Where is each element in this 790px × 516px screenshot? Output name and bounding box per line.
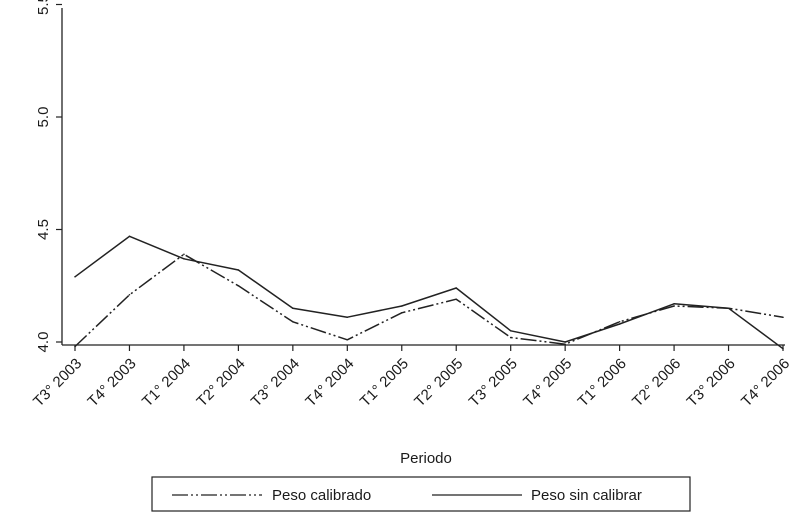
x-tick-label: T4° 2003 [84, 355, 139, 410]
data-point [128, 235, 131, 238]
data-point [346, 316, 349, 319]
x-tick-label: T3° 2003 [30, 355, 85, 410]
data-point [400, 311, 403, 314]
legend-box [151, 476, 691, 512]
data-point [727, 307, 730, 310]
x-tick-label: T4° 2006 [738, 355, 790, 410]
data-point [400, 305, 403, 307]
data-point [509, 329, 512, 332]
legend-label-peso-calibrado: Peso calibrado [272, 487, 371, 504]
x-tick-label: T4° 2004 [302, 355, 357, 410]
x-axis-title: Periodo [400, 450, 452, 467]
y-tick-label: 5.5 [35, 0, 52, 15]
data-point [183, 257, 185, 260]
data-point [673, 305, 675, 307]
data-point [74, 275, 76, 278]
data-point [74, 345, 76, 348]
y-tick-label: 4.5 [35, 219, 52, 240]
data-point [782, 347, 784, 350]
x-tick-label: T2° 2005 [411, 355, 466, 410]
y-tick-label: 5.0 [35, 107, 52, 128]
data-point [346, 338, 349, 341]
x-tick-label: T3° 2005 [466, 355, 521, 410]
x-axis: T3° 2003 T4° 2003 T1° 2004 T2° 2004 T3° 2004… [30, 344, 790, 410]
data-point [673, 302, 675, 305]
x-tick-label: T1° 2005 [357, 355, 412, 410]
x-ticks: T3° 2003 T4° 2003 T1° 2004 T2° 2004 T3° 2004… [30, 345, 790, 410]
x-tick-label: T3° 2006 [684, 355, 739, 410]
x-tick-label: T1° 2006 [575, 355, 630, 410]
x-tick-label: T2° 2004 [193, 355, 248, 410]
legend: Peso calibrado Peso sin calibrar [151, 476, 691, 512]
data-point [455, 298, 458, 301]
data-point [237, 284, 240, 287]
y-tick-label: 4.0 [35, 332, 52, 353]
series-line-peso-calibrado [74, 253, 784, 348]
data-point [292, 320, 294, 323]
x-tick-label: T3° 2004 [248, 355, 303, 410]
y-ticks: 4.04.55.05.56.06.5 [35, 0, 62, 352]
data-point [618, 320, 621, 323]
data-point [782, 316, 784, 319]
series-line-peso-sin-calibrar [74, 235, 784, 350]
legend-label-peso-sin-calibrar: Peso sin calibrar [531, 487, 642, 504]
data-point [455, 287, 458, 289]
data-point [183, 253, 185, 256]
x-tick-label: T1° 2004 [139, 355, 194, 410]
data-point [564, 341, 566, 343]
y-axis: 4.04.55.05.56.06.5 [35, 0, 63, 352]
data-point [292, 307, 294, 310]
data-point [618, 323, 621, 325]
data-point [509, 336, 512, 339]
x-tick-label: T2° 2006 [629, 355, 684, 410]
data-point [564, 343, 566, 346]
data-point [237, 269, 240, 271]
data-point [128, 293, 131, 296]
x-tick-label: T4° 2005 [520, 355, 575, 410]
series-layer [74, 235, 784, 350]
